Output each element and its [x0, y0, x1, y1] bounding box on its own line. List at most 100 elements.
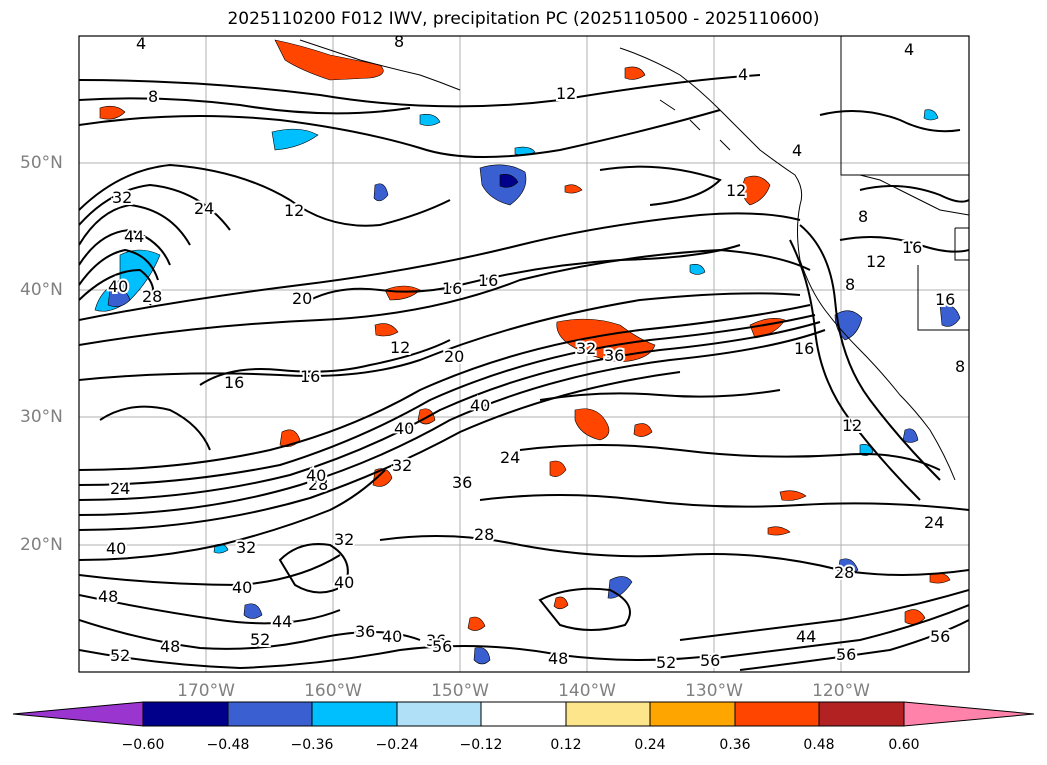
contour-label: 16 [224, 373, 244, 392]
contour-label: 32 [112, 188, 132, 207]
colorbar [12, 701, 1035, 727]
colorbar-segment [142, 701, 229, 727]
colorbar-segment [734, 701, 820, 727]
contour-label: 4 [792, 141, 802, 160]
contour-label: 16 [935, 290, 955, 309]
precip-negative [94, 109, 961, 665]
precip-positive [99, 39, 951, 631]
contour-label: 40 [394, 419, 414, 438]
contour-label: 20 [292, 289, 312, 308]
map-title: 2025110200 F012 IWV, precipitation PC (2… [227, 9, 820, 29]
contour-label: 24 [500, 448, 520, 467]
contour-label: 12 [556, 84, 576, 103]
colorbar-tick: −0.12 [459, 737, 503, 753]
colorbar-tick: 0.48 [803, 737, 835, 753]
contour-label: 40 [106, 539, 126, 558]
contour-label: 20 [444, 347, 464, 366]
contour-label: 44 [124, 227, 144, 246]
contour-label: 40 [306, 466, 326, 485]
contour-label-layer: 4 4 4 4 8 8 8 8 8 12 12 12 12 12 12 16 1… [96, 32, 967, 672]
contour-label: 56 [836, 645, 856, 664]
contour-label: 36 [452, 473, 472, 492]
contour-label: 28 [142, 287, 162, 306]
colorbar-extend-min [12, 701, 144, 727]
contour-label: 56 [700, 651, 720, 670]
lon-label-160w: 160°W [304, 681, 362, 701]
lon-label-140w: 140°W [558, 681, 616, 701]
contour-label: 24 [924, 513, 944, 532]
colorbar-tick: 0.36 [719, 737, 751, 753]
contour-label: 44 [272, 612, 292, 631]
contour-label: 12 [284, 201, 304, 220]
colorbar-segment [565, 701, 651, 727]
colorbar-segment [311, 701, 398, 727]
contour-label: 8 [858, 207, 868, 226]
contour-label: 8 [845, 275, 855, 294]
lat-label-30n: 30°N [20, 407, 63, 427]
contour-label: 16 [442, 279, 462, 298]
iwv-contours [79, 74, 969, 671]
contour-label: 48 [98, 587, 118, 606]
contour-label: 16 [478, 271, 498, 290]
lat-label-40n: 40°N [20, 280, 63, 300]
coastlines [299, 36, 969, 481]
colorbar-tick: 0.60 [888, 737, 920, 753]
colorbar-tick: 0.24 [634, 737, 666, 753]
colorbar-tick: 0.12 [550, 737, 582, 753]
lon-label-150w: 150°W [431, 681, 489, 701]
colorbar-segment [480, 701, 567, 727]
colorbar-tick: −0.60 [121, 737, 165, 753]
colorbar-tick: −0.48 [206, 737, 250, 753]
contour-label: 36 [426, 631, 446, 650]
contour-label: 24 [194, 199, 214, 218]
contour-label: 24 [110, 479, 130, 498]
contour-label: 32 [576, 339, 596, 358]
contour-label: 28 [308, 475, 328, 494]
contour-label: 12 [390, 338, 410, 357]
contour-label: 4 [904, 40, 914, 59]
contour-label: 8 [955, 357, 965, 376]
contour-label: 36 [355, 622, 375, 641]
lat-label-50n: 50°N [20, 153, 63, 173]
contour-label: 52 [250, 630, 270, 649]
contour-label: 48 [548, 649, 568, 668]
colorbar-segment [227, 701, 313, 727]
map-frame [78, 35, 970, 673]
contour-label: 40 [382, 627, 402, 646]
contour-label: 12 [726, 181, 746, 200]
contour-label: 52 [656, 653, 676, 672]
contour-label: 12 [866, 252, 886, 271]
contour-label: 16 [794, 339, 814, 358]
contour-label: 40 [108, 277, 128, 296]
contour-label: 16 [300, 367, 320, 386]
contour-label: 4 [738, 65, 748, 84]
contour-label: 40 [470, 396, 490, 415]
contour-label: 52 [110, 646, 130, 665]
contour-label: 40 [232, 578, 252, 597]
colorbar-tick: −0.36 [290, 737, 334, 753]
colorbar-segment [818, 701, 905, 727]
contour-label: 8 [148, 87, 158, 106]
contour-label: 16 [902, 238, 922, 257]
contour-label: 32 [334, 530, 354, 549]
contour-label: 12 [842, 416, 862, 435]
contour-label: 32 [236, 538, 256, 557]
contour-label: 56 [930, 627, 950, 646]
contour-label: 4 [136, 34, 146, 53]
lon-label-130w: 130°W [685, 681, 743, 701]
contour-label: 48 [160, 637, 180, 656]
lon-label-170w: 170°W [177, 681, 235, 701]
contour-label: 44 [796, 627, 816, 646]
contour-label: 40 [334, 573, 354, 592]
contour-label: 28 [834, 563, 854, 582]
contour-label: 36 [604, 346, 624, 365]
lat-label-20n: 20°N [20, 535, 63, 555]
contour-label: 56 [432, 637, 452, 656]
lon-label-120w: 120°W [812, 681, 870, 701]
colorbar-segment [649, 701, 736, 727]
colorbar-segment [396, 701, 482, 727]
colorbar-extend-max [903, 701, 1035, 727]
contour-label: 8 [394, 32, 404, 51]
contour-label: 28 [474, 525, 494, 544]
